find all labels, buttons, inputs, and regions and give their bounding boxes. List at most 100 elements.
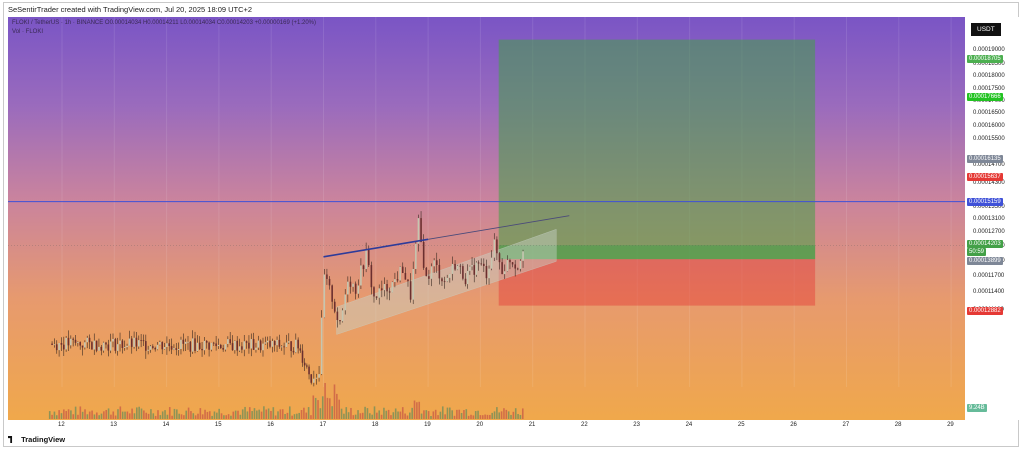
candle-body	[102, 342, 105, 351]
candle-body	[177, 348, 180, 350]
volume-bar	[95, 412, 98, 419]
price-tick-label: 0.00014700	[973, 162, 1005, 168]
volume-bar	[456, 409, 458, 419]
candle-body	[344, 294, 347, 311]
volume-bar	[225, 415, 228, 419]
volume-bar	[86, 414, 89, 419]
candle-body	[352, 283, 354, 287]
candle-body	[370, 265, 373, 288]
candle-body	[196, 342, 199, 352]
volume-bar	[432, 411, 435, 419]
price-tag: 0.00015637	[967, 173, 1003, 181]
price-tick-label: 0.00012700	[973, 229, 1005, 235]
candle-body	[154, 347, 156, 350]
volume-bar	[263, 406, 265, 419]
price-tick-label: 0.00017000	[973, 98, 1005, 104]
trendline-upper	[323, 238, 429, 258]
price-tag: 0.00014203	[967, 240, 1003, 248]
candle-body	[278, 339, 281, 347]
candle-body	[415, 243, 417, 270]
candle-body	[485, 266, 488, 279]
volume-bar	[117, 409, 119, 419]
volume-bar	[178, 413, 180, 419]
volume-bar	[357, 410, 359, 419]
candle-body	[72, 338, 74, 340]
currency-badge[interactable]: USDT	[971, 23, 1001, 36]
time-tick-label: 25	[737, 422, 745, 428]
brand-name: TradingView	[21, 435, 66, 444]
volume-bar	[77, 414, 79, 419]
candle-body	[250, 339, 253, 349]
candle-body	[163, 347, 166, 350]
volume-bar	[265, 409, 268, 419]
candle-body	[180, 339, 182, 349]
candle-body	[255, 347, 257, 350]
volume-bar	[128, 413, 131, 419]
volume-bar	[427, 411, 430, 419]
candle-body	[60, 343, 63, 345]
volume-bar	[354, 414, 357, 419]
volume-bar	[409, 412, 411, 419]
candle-body	[241, 346, 243, 350]
candle-body	[509, 260, 511, 263]
time-scale[interactable]: 12 13 14 15 16 17 18 19 20 21 22 23 24 25 26 27 28 29	[8, 420, 965, 431]
candle-body	[119, 340, 121, 345]
volume-bar	[496, 407, 498, 419]
candle-body	[91, 342, 93, 350]
time-tick-label: 18	[371, 422, 379, 428]
volume-bar	[397, 411, 399, 419]
volume-bar	[451, 410, 453, 419]
chart-plot[interactable]	[8, 17, 965, 420]
candle-body	[88, 337, 91, 343]
candle-body	[315, 377, 318, 379]
volume-bar	[418, 401, 421, 419]
candle-body	[383, 284, 386, 291]
volume-bar	[383, 407, 385, 419]
volume-bar	[72, 414, 75, 419]
volume-bar	[319, 408, 322, 419]
candle-body	[299, 348, 302, 351]
candle-body	[203, 340, 206, 351]
volume-bar	[206, 411, 209, 419]
candle-body	[292, 350, 295, 353]
price-scale[interactable]: USDT 0.00019000 0.00018500 0.00018000 0.000…	[965, 17, 1019, 420]
volume-bar	[187, 407, 190, 419]
candle-body	[152, 346, 154, 348]
volume-bar	[281, 409, 284, 419]
candle-body	[81, 345, 84, 348]
candle-body	[238, 346, 241, 351]
volume-bar	[345, 407, 348, 419]
candle-body	[212, 342, 215, 344]
chart-area[interactable]: FLOKI / TetherUS · 1h · BINANCE O0.00014…	[8, 17, 965, 420]
volume-bar	[88, 411, 91, 419]
volume-bar	[293, 414, 296, 419]
volume-bar	[51, 414, 53, 419]
candle-body	[306, 365, 308, 367]
volume-bar	[296, 413, 298, 419]
candle-body	[347, 281, 349, 295]
volume-bar	[53, 411, 56, 419]
candle-body	[147, 349, 149, 351]
candle-body	[506, 260, 509, 272]
candle-body	[252, 339, 255, 350]
candle-body	[498, 253, 501, 263]
volume-bar	[223, 415, 225, 419]
price-tag: 50:59	[967, 248, 987, 256]
time-tick-label: 12	[58, 422, 65, 428]
volume-bar	[284, 413, 286, 419]
candle-body	[86, 337, 89, 343]
candle-body	[236, 340, 239, 351]
candle-body	[156, 344, 159, 350]
candle-body	[399, 266, 401, 281]
candle-body	[313, 378, 315, 383]
candle-body	[333, 301, 336, 312]
volume-bar	[180, 414, 183, 419]
volume-bar	[326, 397, 329, 419]
volume-bar	[503, 408, 505, 419]
candle-body	[451, 263, 454, 274]
candle-body	[121, 340, 124, 348]
volume-bar	[211, 415, 213, 419]
open-pnl-zone	[498, 245, 816, 260]
volume-bar	[453, 415, 456, 419]
volume-bar	[154, 415, 157, 419]
